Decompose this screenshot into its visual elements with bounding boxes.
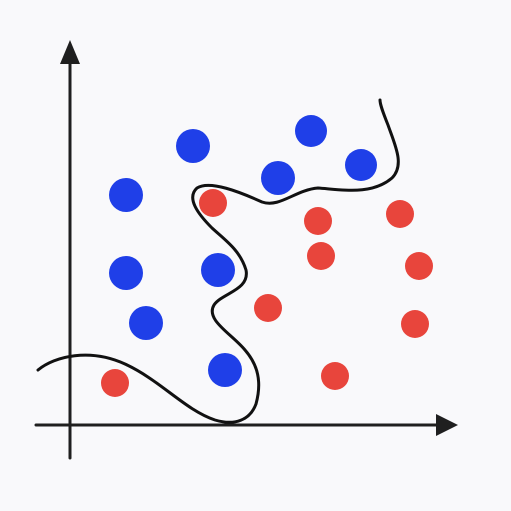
blue-point: [295, 115, 327, 147]
red-point: [304, 207, 332, 235]
red-point: [199, 189, 227, 217]
x-axis-arrowhead: [436, 414, 458, 436]
red-point: [401, 310, 429, 338]
decision-boundary-curve: [36, 98, 400, 424]
blue-point: [176, 129, 210, 163]
blue-point: [201, 253, 235, 287]
red-points-group: [101, 189, 433, 397]
red-point: [405, 252, 433, 280]
blue-point: [109, 178, 143, 212]
blue-point: [109, 256, 143, 290]
blue-point: [208, 353, 242, 387]
red-point: [101, 369, 129, 397]
blue-point: [261, 161, 295, 195]
red-point: [321, 362, 349, 390]
red-point: [386, 200, 414, 228]
blue-points-group: [109, 115, 377, 387]
blue-point: [129, 306, 163, 340]
blue-point: [345, 149, 377, 181]
red-point: [254, 294, 282, 322]
y-axis-arrowhead: [60, 40, 80, 64]
red-point: [307, 242, 335, 270]
